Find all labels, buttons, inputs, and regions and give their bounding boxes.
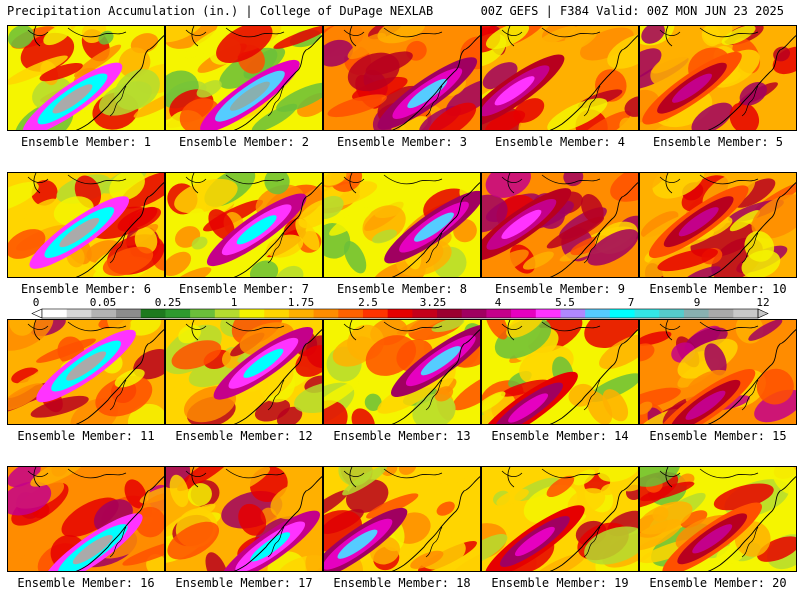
colorbar-swatch (659, 309, 685, 318)
colorbar-swatch (511, 309, 537, 318)
ensemble-member-map (639, 466, 797, 572)
colorbar-swatch (683, 309, 710, 318)
ensemble-member-map (323, 25, 481, 131)
colorbar-swatch (190, 309, 216, 318)
ensemble-member-map (639, 172, 797, 278)
colorbar-swatch (585, 309, 611, 318)
ensemble-member-caption: Ensemble Member: 5 (652, 135, 784, 149)
ensemble-member-caption: Ensemble Member: 3 (336, 135, 468, 149)
ensemble-member-map (7, 25, 165, 131)
colorbar-swatch (437, 309, 463, 318)
ensemble-member-caption: Ensemble Member: 4 (494, 135, 626, 149)
ensemble-member-map (323, 319, 481, 425)
colorbar-tick-label: 2.5 (358, 296, 378, 309)
colorbar-tick-label: 4 (494, 296, 502, 309)
colorbar-swatch (66, 309, 92, 318)
ensemble-member-map (7, 319, 165, 425)
ensemble-member-map (639, 25, 797, 131)
ensemble-member-caption: Ensemble Member: 2 (178, 135, 310, 149)
colorbar-swatch (140, 309, 166, 318)
ensemble-member-caption: Ensemble Member: 1 (20, 135, 152, 149)
ensemble-member-caption: Ensemble Member: 13 (333, 429, 471, 443)
colorbar-swatch (239, 309, 265, 318)
ensemble-member-caption: Ensemble Member: 17 (175, 576, 313, 590)
colorbar-swatch (387, 309, 413, 318)
ensemble-member-map (481, 466, 639, 572)
ensemble-member-map (7, 466, 165, 572)
ensemble-member-caption: Ensemble Member: 16 (17, 576, 155, 590)
colorbar-max-arrow (757, 308, 769, 319)
ensemble-member-map (165, 172, 323, 278)
colorbar-swatch (535, 309, 561, 318)
colorbar-tick-label: 0.05 (89, 296, 117, 309)
ensemble-member-caption: Ensemble Member: 8 (336, 282, 468, 296)
ensemble-member-caption: Ensemble Member: 7 (178, 282, 310, 296)
colorbar-swatch (288, 309, 315, 318)
colorbar-tick-label: 5.5 (555, 296, 575, 309)
colorbar-tick-label: 0.25 (154, 296, 182, 309)
colorbar-swatch (165, 309, 191, 318)
colorbar-swatch (42, 309, 68, 318)
ensemble-member-caption: Ensemble Member: 14 (491, 429, 629, 443)
colorbar-swatch (214, 309, 241, 318)
ensemble-member-map (323, 172, 481, 278)
colorbar-tick-label: 7 (627, 296, 635, 309)
ensemble-member-caption: Ensemble Member: 12 (175, 429, 313, 443)
ensemble-member-map (639, 319, 797, 425)
model-run-label: 00Z GEFS | F384 Valid: 00Z MON JUN 23 20… (480, 4, 784, 18)
colorbar-swatch (560, 309, 586, 318)
ensemble-member-caption: Ensemble Member: 11 (17, 429, 155, 443)
colorbar-tick-label: 12 (756, 296, 770, 309)
ensemble-member-map (481, 319, 639, 425)
colorbar-swatch (461, 309, 487, 318)
colorbar-swatch (313, 309, 339, 318)
colorbar-swatch (733, 309, 759, 318)
colorbar-swatch (116, 309, 142, 318)
ensemble-member-caption: Ensemble Member: 10 (649, 282, 787, 296)
ensemble-member-map (481, 172, 639, 278)
colorbar-swatch (91, 309, 117, 318)
ensemble-member-map (7, 172, 165, 278)
colorbar-tick-label: 9 (693, 296, 701, 309)
ensemble-member-map (165, 319, 323, 425)
ensemble-member-caption: Ensemble Member: 20 (649, 576, 787, 590)
colorbar-swatch (708, 309, 734, 318)
colorbar-min-arrow (31, 308, 43, 319)
colorbar-tick-label: 1 (230, 296, 238, 309)
colorbar-swatch (486, 309, 512, 318)
ensemble-member-map (165, 466, 323, 572)
ensemble-member-caption: Ensemble Member: 15 (649, 429, 787, 443)
precipitation-colorbar (31, 308, 769, 319)
colorbar-swatch (338, 309, 364, 318)
colorbar-swatch (264, 309, 290, 318)
colorbar-swatch (609, 309, 636, 318)
ensemble-member-map (323, 466, 481, 572)
colorbar-tick-label: 0 (32, 296, 40, 309)
ensemble-member-map (165, 25, 323, 131)
colorbar-tick-label: 1.75 (287, 296, 315, 309)
map-title: Precipitation Accumulation (in.) | Colle… (7, 4, 434, 18)
ensemble-member-caption: Ensemble Member: 19 (491, 576, 629, 590)
colorbar-swatch (412, 309, 438, 318)
colorbar-swatch (634, 309, 660, 318)
ensemble-member-caption: Ensemble Member: 18 (333, 576, 471, 590)
ensemble-member-map (481, 25, 639, 131)
ensemble-member-caption: Ensemble Member: 9 (494, 282, 626, 296)
colorbar-swatch (362, 309, 389, 318)
ensemble-member-caption: Ensemble Member: 6 (20, 282, 152, 296)
colorbar-tick-label: 3.25 (419, 296, 447, 309)
